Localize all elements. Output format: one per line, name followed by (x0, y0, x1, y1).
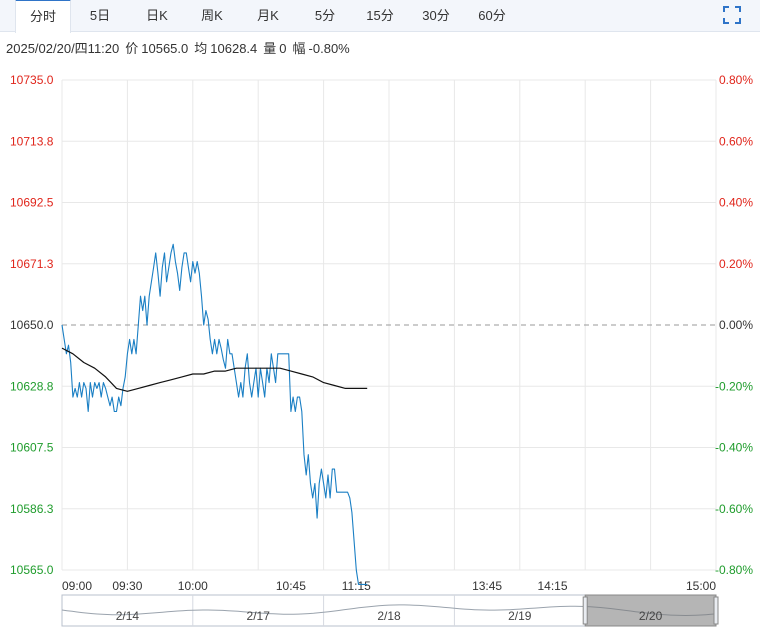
navigator-day-label: 2/20 (639, 609, 663, 623)
pct-tick-label: 0.60% (719, 134, 753, 148)
pct-tick-label: 0.00% (719, 318, 753, 332)
pct-tick-label: -0.40% (715, 441, 753, 455)
y-tick-label: 10713.8 (10, 134, 54, 148)
tab-daily-k[interactable]: 日K (146, 8, 168, 23)
x-tick-label: 10:00 (178, 579, 208, 593)
price-label: 价 (125, 41, 139, 56)
avg-label: 均 (194, 41, 208, 56)
x-tick-label: 09:30 (112, 579, 142, 593)
navigator-day-label: 2/17 (247, 609, 271, 623)
y-tick-label: 10692.5 (10, 196, 54, 210)
navigator-day-label: 2/18 (377, 609, 401, 623)
x-tick-label: 09:00 (62, 579, 92, 593)
navigator-day-label: 2/19 (508, 609, 532, 623)
tab-60min[interactable]: 60分 (478, 8, 506, 23)
quote-datetime: 2025/02/20/四11:20 (6, 41, 120, 56)
y-tick-label: 10586.3 (10, 502, 54, 516)
y-tick-label: 10650.0 (10, 318, 54, 332)
tab-monthly-k[interactable]: 月K (257, 8, 279, 23)
pct-tick-label: 0.80% (719, 73, 753, 87)
tab-15min[interactable]: 15分 (366, 8, 394, 23)
tab-30min[interactable]: 30分 (422, 8, 450, 23)
y-tick-label: 10671.3 (10, 257, 54, 271)
price-value: 10565.0 (141, 41, 189, 56)
tab-5min[interactable]: 5分 (314, 8, 336, 23)
navigator-left-handle (582, 596, 588, 625)
period-tab-bar: 分时 5日 日K 周K 月K 5分 15分 30分 60分 (0, 0, 760, 33)
pct-tick-label: 0.20% (719, 257, 753, 271)
y-tick-label: 10735.0 (10, 73, 54, 87)
navigator-trend (61, 604, 717, 617)
y-tick-label: 10565.0 (10, 563, 54, 577)
pct-tick-label: -0.80% (715, 563, 753, 577)
tab-intraday[interactable]: 分时 (15, 0, 71, 33)
navigator-day-label: 2/14 (116, 609, 140, 623)
volume-label: 量 (263, 41, 277, 56)
pct-tick-label: -0.20% (715, 379, 753, 393)
fullscreen-icon[interactable] (722, 5, 742, 25)
x-tick-label: 11:15 (342, 579, 371, 593)
navigator-right-handle (713, 596, 719, 625)
volume-value: 0 (279, 41, 287, 56)
x-tick-label: 13:45 (472, 579, 502, 593)
change-value: -0.80% (308, 41, 350, 56)
y-tick-label: 10607.5 (10, 441, 54, 455)
average-line (61, 347, 368, 392)
pct-tick-label: 0.40% (719, 196, 753, 210)
x-tick-label: 14:15 (537, 579, 567, 593)
pct-tick-label: -0.60% (715, 502, 753, 516)
avg-value: 10628.4 (210, 41, 258, 56)
day-navigator (61, 594, 717, 627)
x-tick-label: 10:45 (276, 579, 306, 593)
price-line (61, 243, 368, 585)
change-label: 幅 (292, 41, 306, 56)
tab-weekly-k[interactable]: 周K (201, 8, 223, 23)
y-tick-label: 10628.8 (10, 379, 54, 393)
navigator-selection (584, 594, 717, 627)
tab-5day[interactable]: 5日 (89, 8, 111, 23)
quote-info-bar: 2025/02/20/四11:20 价 10565.0 均 10628.4 量 0 幅 -0.8… (6, 38, 356, 57)
x-tick-label: 15:00 (686, 579, 716, 593)
